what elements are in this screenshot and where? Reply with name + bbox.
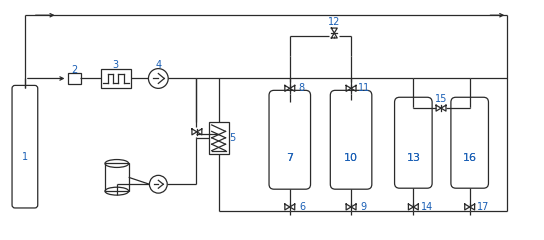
Text: 7: 7	[286, 153, 293, 162]
Text: 1: 1	[22, 152, 28, 162]
Text: 6: 6	[300, 202, 306, 212]
Text: 17: 17	[477, 202, 490, 212]
Text: 11: 11	[358, 83, 370, 93]
Bar	[209, 122, 228, 154]
Text: 13: 13	[406, 153, 421, 162]
Text: 2: 2	[71, 65, 77, 75]
Text: 15: 15	[435, 94, 447, 104]
Text: 8: 8	[299, 83, 305, 93]
Text: 12: 12	[328, 17, 341, 27]
Text: 13: 13	[406, 153, 421, 162]
Text: 7: 7	[286, 153, 293, 162]
Text: 9: 9	[361, 202, 367, 212]
Bar	[105, 163, 129, 191]
Text: 16: 16	[463, 153, 477, 162]
Text: 10: 10	[344, 153, 358, 162]
Bar	[101, 69, 131, 88]
Text: 3: 3	[113, 60, 119, 70]
Text: 10: 10	[344, 153, 358, 162]
Text: 14: 14	[421, 202, 434, 212]
Bar	[68, 73, 81, 84]
Text: 5: 5	[230, 133, 236, 143]
Text: 4: 4	[155, 60, 162, 70]
Text: 16: 16	[463, 153, 477, 162]
